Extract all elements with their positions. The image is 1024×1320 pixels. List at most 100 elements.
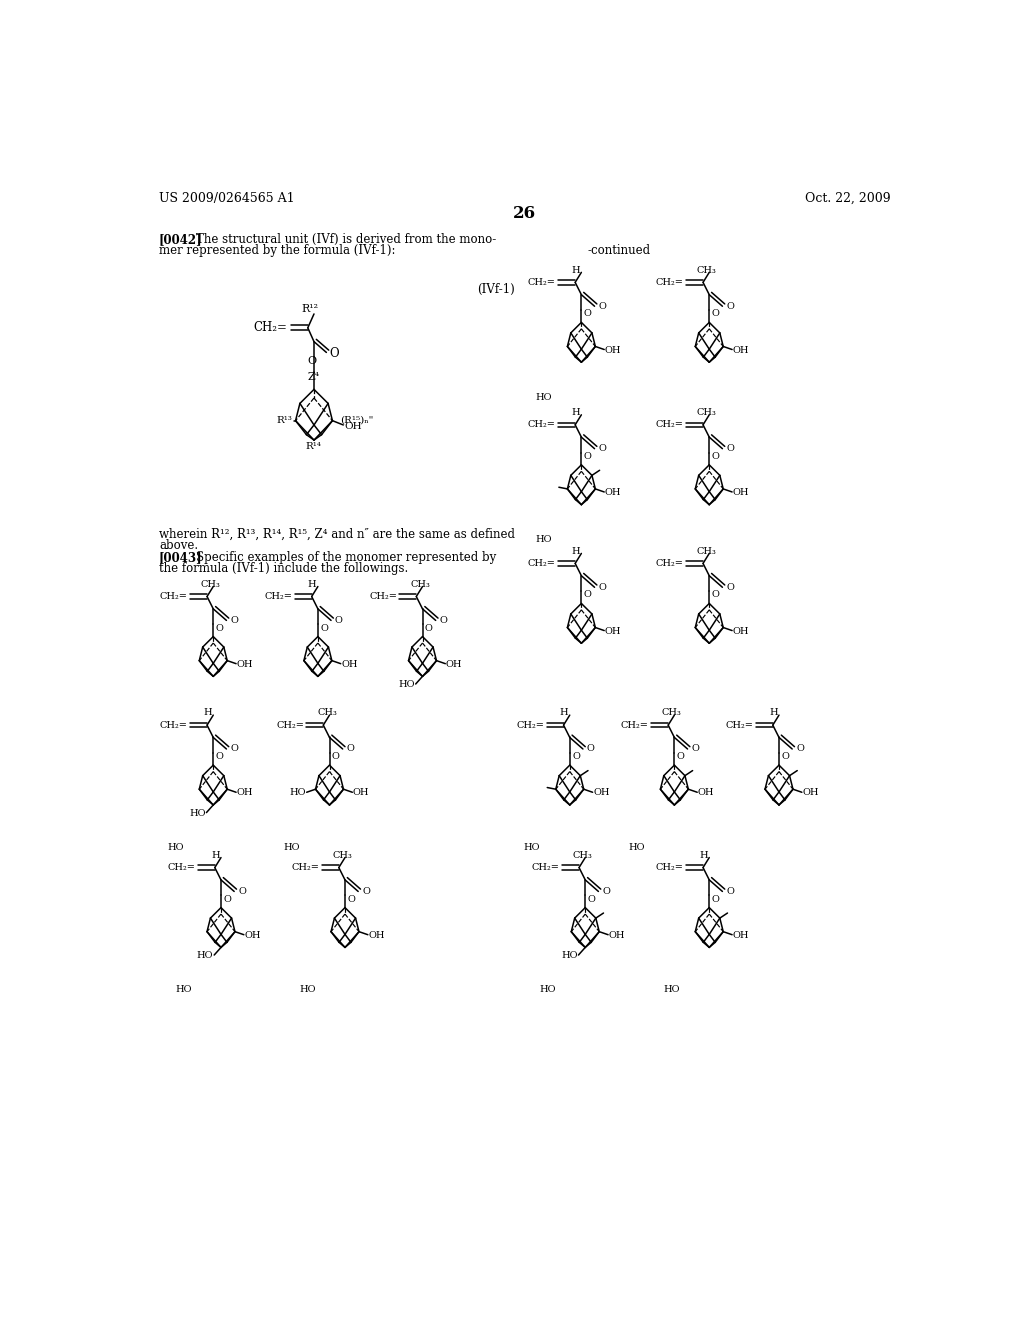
Text: CH₂=: CH₂= [264, 593, 292, 601]
Text: (IVf-1): (IVf-1) [477, 282, 514, 296]
Text: R¹²: R¹² [302, 304, 318, 314]
Text: HO: HO [536, 392, 552, 401]
Text: OH: OH [732, 931, 750, 940]
Text: OH: OH [605, 488, 622, 498]
Text: O: O [588, 895, 595, 904]
Text: CH₂=: CH₂= [160, 593, 187, 601]
Text: HO: HO [189, 809, 206, 818]
Text: H: H [571, 408, 580, 417]
Text: CH₃: CH₃ [410, 579, 430, 589]
Text: O: O [346, 744, 354, 754]
Text: (R¹⁵)ₙ": (R¹⁵)ₙ" [340, 414, 374, 424]
Text: OH: OH [344, 421, 362, 430]
Text: O: O [598, 445, 606, 453]
Text: O: O [425, 623, 433, 632]
Text: O: O [230, 744, 239, 754]
Text: O: O [335, 616, 343, 624]
Text: O: O [726, 445, 734, 453]
Text: OH: OH [341, 660, 357, 669]
Text: O: O [362, 887, 370, 896]
Text: OH: OH [732, 346, 750, 355]
Text: O: O [726, 302, 734, 310]
Text: OH: OH [245, 931, 261, 940]
Text: Oct. 22, 2009: Oct. 22, 2009 [805, 191, 891, 205]
Text: wherein R¹², R¹³, R¹⁴, R¹⁵, Z⁴ and n″ are the same as defined: wherein R¹², R¹³, R¹⁴, R¹⁵, Z⁴ and n″ ar… [159, 528, 515, 541]
Text: CH₂=: CH₂= [160, 721, 187, 730]
Text: O: O [712, 309, 720, 318]
Text: above.: above. [159, 539, 198, 552]
Text: O: O [230, 616, 239, 624]
Text: HO: HO [299, 986, 315, 994]
Text: O: O [691, 744, 699, 754]
Text: R¹⁴: R¹⁴ [305, 442, 322, 451]
Text: OH: OH [732, 627, 750, 636]
Text: O: O [332, 752, 340, 762]
Text: O: O [238, 887, 246, 896]
Text: CH₂=: CH₂= [253, 321, 287, 334]
Text: O: O [584, 309, 592, 318]
Text: CH₃: CH₃ [572, 851, 593, 859]
Text: OH: OH [353, 788, 370, 797]
Text: H: H [571, 265, 580, 275]
Text: CH₂=: CH₂= [655, 279, 684, 286]
Text: O: O [439, 616, 447, 624]
Text: HO: HO [398, 680, 415, 689]
Text: US 2009/0264565 A1: US 2009/0264565 A1 [159, 191, 295, 205]
Text: HO: HO [664, 986, 680, 994]
Text: HO: HO [167, 843, 183, 851]
Text: O: O [781, 752, 790, 762]
Text: OH: OH [608, 931, 625, 940]
Text: OH: OH [605, 346, 622, 355]
Text: HO: HO [536, 535, 552, 544]
Text: CH₃: CH₃ [697, 546, 717, 556]
Text: O: O [330, 347, 339, 360]
Text: OH: OH [237, 660, 253, 669]
Text: HO: HO [175, 986, 191, 994]
Text: H: H [699, 851, 708, 859]
Text: OH: OH [445, 660, 463, 669]
Text: CH₂=: CH₂= [655, 863, 684, 873]
Text: HO: HO [284, 843, 300, 851]
Text: CH₃: CH₃ [697, 408, 717, 417]
Text: CH₃: CH₃ [333, 851, 352, 859]
Text: the formula (IVf-1) include the followings.: the formula (IVf-1) include the followin… [159, 562, 409, 576]
Text: The structural unit (IVf) is derived from the mono-: The structural unit (IVf) is derived fro… [197, 232, 497, 246]
Text: O: O [726, 583, 734, 591]
Text: O: O [712, 895, 720, 904]
Text: HO: HO [197, 952, 213, 961]
Text: CH₂=: CH₂= [292, 863, 319, 873]
Text: O: O [216, 623, 223, 632]
Text: H: H [769, 709, 777, 717]
Text: -continued: -continued [588, 244, 650, 257]
Text: CH₂=: CH₂= [621, 721, 649, 730]
Text: O: O [712, 451, 720, 461]
Text: HO: HO [290, 788, 306, 797]
Text: CH₃: CH₃ [662, 709, 682, 717]
Text: CH₂=: CH₂= [531, 863, 560, 873]
Text: O: O [602, 887, 610, 896]
Text: O: O [598, 302, 606, 310]
Text: O: O [587, 744, 595, 754]
Text: OH: OH [697, 788, 714, 797]
Text: OH: OH [605, 627, 622, 636]
Text: CH₂=: CH₂= [655, 558, 684, 568]
Text: [0043]: [0043] [159, 550, 203, 564]
Text: OH: OH [732, 488, 750, 498]
Text: H: H [203, 709, 212, 717]
Text: R¹³: R¹³ [276, 416, 293, 425]
Text: O: O [223, 895, 231, 904]
Text: [0042]: [0042] [159, 232, 203, 246]
Text: H: H [308, 579, 316, 589]
Text: HO: HO [629, 843, 645, 851]
Text: O: O [584, 451, 592, 461]
Text: O: O [572, 752, 580, 762]
Text: O: O [796, 744, 804, 754]
Text: O: O [347, 895, 355, 904]
Text: CH₂=: CH₂= [516, 721, 544, 730]
Text: O: O [308, 356, 316, 366]
Text: CH₃: CH₃ [201, 579, 221, 589]
Text: CH₃: CH₃ [317, 709, 337, 717]
Text: H: H [560, 709, 568, 717]
Text: HO: HO [524, 843, 541, 851]
Text: H: H [211, 851, 219, 859]
